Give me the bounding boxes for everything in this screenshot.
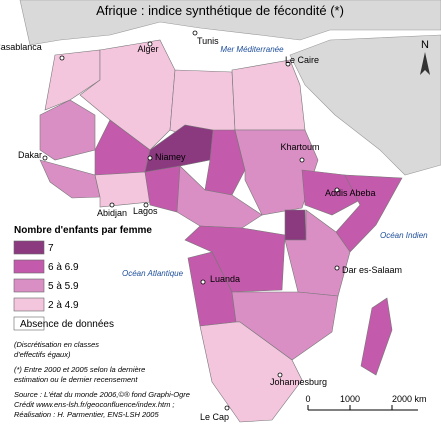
city-label: Le Caire	[285, 55, 319, 65]
legend-label: Absence de données	[20, 319, 114, 330]
city-label: Le Cap	[200, 412, 229, 422]
legend-swatch	[13, 297, 45, 312]
note: estimation ou le dernier recensement	[14, 375, 138, 384]
city-dot	[147, 41, 153, 47]
sea-label: Océan Indien	[380, 231, 428, 240]
city-dot	[200, 279, 206, 285]
legend-swatch	[13, 240, 45, 255]
legend-swatch	[13, 278, 45, 293]
scale-label: 0	[305, 394, 310, 404]
legend-label: 6 à 6.9	[48, 262, 79, 273]
legend-title: Nombre d'enfants par femme	[14, 225, 152, 236]
north-arrow: N	[420, 39, 430, 75]
city-dot	[334, 187, 340, 193]
sea-label: Mer Méditerranée	[220, 45, 284, 54]
africa	[39, 39, 403, 423]
note: Réalisation : H. Parmentier, ENS-LSH 200…	[14, 410, 159, 419]
city-dot	[277, 372, 283, 378]
legend-label: 2 à 4.9	[48, 300, 79, 311]
note: (Discrétisation en classes	[14, 340, 99, 349]
city-dot	[42, 155, 48, 161]
city-label: Khartoum	[280, 142, 319, 152]
city-dot	[299, 157, 305, 163]
city-dot	[59, 55, 65, 61]
note: Crédit www.ens-lsh.fr/geoconfluence/inde…	[14, 400, 175, 409]
sea-label: Océan Atlantique	[122, 269, 184, 278]
note: Source : L'état du monde 2006,©® fond Gr…	[14, 390, 190, 399]
legend: Nombre d'enfants par femme 7 6 à 6.9 5 à 5…	[13, 225, 152, 331]
city-dot	[147, 155, 153, 161]
city-dot	[192, 30, 198, 36]
legend-label: 7	[48, 243, 54, 254]
scale-label: 2000 km	[392, 394, 427, 404]
city-label: Dakar	[18, 150, 42, 160]
city-dot	[224, 405, 230, 411]
legend-swatch	[13, 259, 45, 274]
cities: Casablanca Alger Tunis Le Caire Dakar Niamey K…	[0, 30, 402, 422]
legend-swatch	[13, 316, 45, 331]
city-dot	[143, 202, 149, 208]
title: Afrique : indice synthétique de fécondit…	[96, 3, 344, 18]
surrounding-land	[19, 0, 441, 176]
city-dot	[334, 265, 340, 271]
city-label: Lagos	[133, 206, 158, 216]
city-label: Tunis	[197, 36, 219, 46]
legend-items: 7 6 à 6.9 5 à 5.9 2 à 4.9 Absence de données	[13, 240, 114, 331]
north-label: N	[421, 39, 429, 51]
city-label: Abidjan	[97, 208, 127, 218]
city-label: Dar es-Salaam	[342, 265, 402, 275]
note: (*) Entre 2000 et 2005 selon la dernière	[14, 365, 145, 374]
city-label: Niamey	[155, 152, 186, 162]
city-dot	[109, 202, 115, 208]
city-dot	[285, 61, 291, 67]
scale-bar	[307, 405, 418, 411]
city-label: Alger	[137, 44, 158, 54]
city-label: Luanda	[210, 274, 240, 284]
note: d'effectifs égaux)	[14, 350, 71, 359]
city-label: Casablanca	[0, 42, 42, 52]
city-label: Johannesburg	[270, 377, 327, 387]
scale-label: 1000	[340, 394, 360, 404]
city-label: Addis Abeba	[325, 188, 376, 198]
legend-label: 5 à 5.9	[48, 281, 79, 292]
